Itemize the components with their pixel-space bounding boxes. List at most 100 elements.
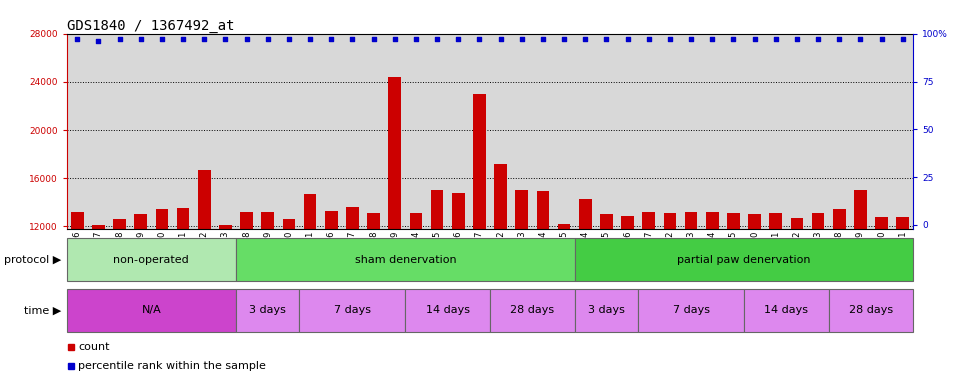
- Bar: [388, 77, 401, 229]
- Text: GDS1840 / 1367492_at: GDS1840 / 1367492_at: [67, 19, 234, 33]
- Text: count: count: [78, 342, 110, 352]
- Point: [260, 36, 275, 42]
- Bar: [897, 217, 909, 229]
- Point: [535, 36, 551, 42]
- Bar: [833, 210, 846, 229]
- Text: 14 days: 14 days: [764, 305, 808, 315]
- Point: [345, 36, 361, 42]
- Bar: [262, 212, 274, 229]
- Point: [683, 36, 699, 42]
- Point: [662, 36, 678, 42]
- Point: [641, 36, 657, 42]
- Point: [366, 36, 381, 42]
- Bar: [67, 289, 236, 332]
- Point: [789, 36, 805, 42]
- Text: 3 days: 3 days: [588, 305, 625, 315]
- Bar: [410, 213, 422, 229]
- Point: [281, 36, 297, 42]
- Point: [302, 36, 318, 42]
- Text: 7 days: 7 days: [334, 305, 370, 315]
- Point: [387, 36, 403, 42]
- Bar: [92, 225, 105, 229]
- Point: [429, 36, 445, 42]
- Bar: [621, 216, 634, 229]
- Bar: [452, 193, 465, 229]
- Bar: [198, 170, 211, 229]
- Point: [154, 36, 170, 42]
- Bar: [236, 238, 574, 281]
- Bar: [706, 212, 718, 229]
- Point: [725, 36, 741, 42]
- Point: [705, 36, 720, 42]
- Text: percentile rank within the sample: percentile rank within the sample: [78, 361, 267, 370]
- Bar: [325, 211, 337, 229]
- Bar: [176, 208, 189, 229]
- Bar: [638, 289, 744, 332]
- Bar: [727, 213, 740, 229]
- Bar: [236, 289, 300, 332]
- Bar: [473, 94, 486, 229]
- Text: protocol ▶: protocol ▶: [5, 255, 62, 265]
- Bar: [579, 199, 592, 229]
- Text: N/A: N/A: [141, 305, 161, 315]
- Point: [619, 36, 635, 42]
- Point: [895, 36, 910, 42]
- Point: [577, 36, 593, 42]
- Point: [70, 36, 85, 42]
- Point: [493, 36, 509, 42]
- Point: [874, 36, 890, 42]
- Bar: [494, 164, 507, 229]
- Point: [831, 36, 847, 42]
- Text: non-operated: non-operated: [114, 255, 189, 265]
- Bar: [282, 219, 295, 229]
- Bar: [663, 213, 676, 229]
- Bar: [875, 217, 888, 229]
- Bar: [346, 207, 359, 229]
- Point: [557, 36, 572, 42]
- Bar: [114, 219, 125, 229]
- Bar: [515, 190, 528, 229]
- Text: 14 days: 14 days: [425, 305, 469, 315]
- Bar: [67, 238, 236, 281]
- Point: [853, 36, 868, 42]
- Text: 3 days: 3 days: [249, 305, 286, 315]
- Point: [218, 36, 233, 42]
- Bar: [156, 210, 169, 229]
- Point: [810, 36, 826, 42]
- Point: [408, 36, 423, 42]
- Bar: [558, 224, 570, 229]
- Bar: [240, 212, 253, 229]
- Text: 28 days: 28 days: [511, 305, 555, 315]
- Text: 7 days: 7 days: [672, 305, 710, 315]
- Bar: [406, 289, 490, 332]
- Point: [768, 36, 784, 42]
- Point: [133, 36, 149, 42]
- Bar: [368, 213, 380, 229]
- Bar: [304, 194, 317, 229]
- Bar: [71, 212, 83, 229]
- Bar: [490, 289, 574, 332]
- Point: [112, 36, 127, 42]
- Bar: [744, 289, 829, 332]
- Bar: [300, 289, 406, 332]
- Bar: [537, 191, 549, 229]
- Point: [175, 36, 191, 42]
- Bar: [829, 289, 913, 332]
- Point: [90, 38, 106, 44]
- Text: partial paw denervation: partial paw denervation: [677, 255, 810, 265]
- Bar: [574, 238, 913, 281]
- Point: [514, 36, 529, 42]
- Bar: [134, 214, 147, 229]
- Point: [747, 36, 762, 42]
- Point: [471, 36, 487, 42]
- Bar: [431, 190, 443, 229]
- Bar: [769, 213, 782, 229]
- Bar: [855, 190, 866, 229]
- Text: time ▶: time ▶: [24, 305, 62, 315]
- Point: [239, 36, 255, 42]
- Bar: [574, 289, 638, 332]
- Point: [599, 36, 614, 42]
- Point: [451, 36, 466, 42]
- Text: sham denervation: sham denervation: [355, 255, 456, 265]
- Point: [196, 36, 212, 42]
